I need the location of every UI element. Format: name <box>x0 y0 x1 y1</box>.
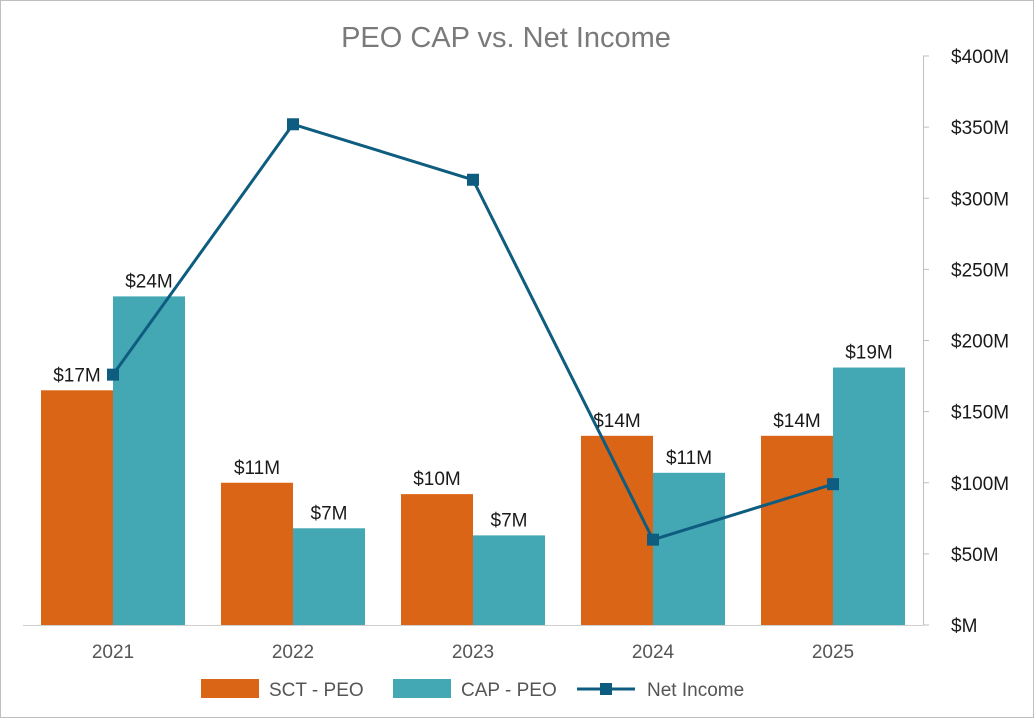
x-tick-label-2023: 2023 <box>452 642 494 663</box>
bar-cap-peo-2025 <box>833 367 905 625</box>
right-tick-label: $350M <box>951 118 1009 139</box>
right-tick-label: $200M <box>951 332 1009 353</box>
bar-cap-peo-2023 <box>473 535 545 625</box>
legend-label-cap-peo: CAP - PEO <box>461 680 557 701</box>
data-label-cap-peo-2024: $11M <box>666 448 712 469</box>
bar-sct-peo-2022 <box>221 482 293 625</box>
net-income-marker-2022 <box>287 118 299 131</box>
right-tick-label: $100M <box>951 474 1009 495</box>
data-label-sct-peo-2025: $14M <box>773 411 821 432</box>
bar-sct-peo-2023 <box>401 494 473 625</box>
x-tick-label-2025: 2025 <box>812 642 854 663</box>
bar-sct-peo-2021 <box>41 390 113 625</box>
bar-sct-peo-2025 <box>761 435 833 625</box>
right-tick-label: $400M <box>951 47 1009 68</box>
net-income-marker-2021 <box>107 368 119 381</box>
legend-label-net-income: Net Income <box>647 680 744 701</box>
legend-label-sct-peo: SCT - PEO <box>269 680 364 701</box>
net-income-marker-2023 <box>467 173 479 186</box>
legend-swatch-cap-peo <box>393 679 451 698</box>
net-income-marker-2024 <box>647 533 659 546</box>
bar-sct-peo-2024 <box>581 435 653 625</box>
right-tick-label: $150M <box>951 403 1009 424</box>
data-label-cap-peo-2021: $24M <box>125 271 173 292</box>
data-label-sct-peo-2023: $10M <box>413 469 461 490</box>
x-tick-label-2024: 2024 <box>632 642 675 663</box>
legend-swatch-sct-peo <box>201 679 259 698</box>
net-income-marker-2025 <box>827 478 839 491</box>
data-label-cap-peo-2022: $7M <box>311 503 348 524</box>
right-tick-label: $50M <box>951 545 999 566</box>
data-label-sct-peo-2022: $11M <box>234 458 280 479</box>
data-label-sct-peo-2021: $17M <box>53 365 101 386</box>
bar-cap-peo-2022 <box>293 528 365 625</box>
right-tick-label: $M <box>951 616 977 637</box>
right-tick-label: $300M <box>951 189 1009 210</box>
data-label-cap-peo-2025: $19M <box>845 343 893 364</box>
x-tick-label-2021: 2021 <box>92 642 134 663</box>
bar-cap-peo-2021 <box>113 296 185 625</box>
x-tick-label-2022: 2022 <box>272 642 314 663</box>
bar-cap-peo-2024 <box>653 472 725 625</box>
data-label-cap-peo-2023: $7M <box>491 510 528 531</box>
chart-title: PEO CAP vs. Net Income <box>341 22 671 54</box>
legend-marker-net-income <box>600 683 612 695</box>
data-label-sct-peo-2024: $14M <box>593 411 641 432</box>
right-tick-label: $250M <box>951 260 1009 281</box>
